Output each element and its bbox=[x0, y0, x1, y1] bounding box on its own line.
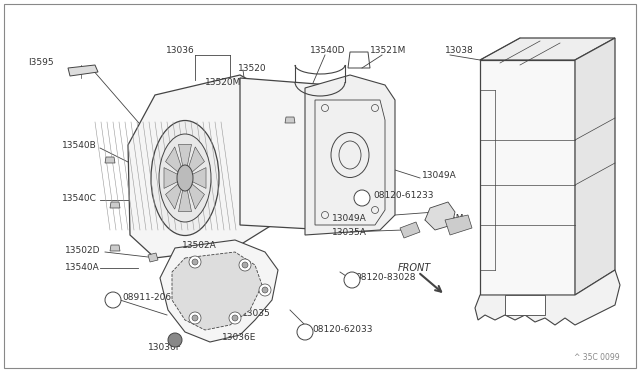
Polygon shape bbox=[445, 215, 472, 235]
Circle shape bbox=[189, 256, 201, 268]
Polygon shape bbox=[128, 75, 290, 258]
Text: 13035A: 13035A bbox=[332, 228, 367, 237]
Polygon shape bbox=[172, 252, 262, 330]
Polygon shape bbox=[240, 78, 348, 230]
Circle shape bbox=[262, 287, 268, 293]
Text: B: B bbox=[302, 329, 308, 335]
Text: 13520: 13520 bbox=[238, 64, 267, 73]
Polygon shape bbox=[575, 38, 615, 295]
Text: 13036E: 13036E bbox=[222, 333, 257, 341]
Text: N: N bbox=[110, 297, 116, 303]
Text: 13502A: 13502A bbox=[182, 241, 217, 250]
Text: 13049A: 13049A bbox=[332, 214, 367, 222]
Text: 13502D: 13502D bbox=[65, 246, 100, 254]
Polygon shape bbox=[400, 222, 420, 238]
Polygon shape bbox=[68, 65, 98, 76]
Polygon shape bbox=[160, 240, 278, 342]
Text: FRONT: FRONT bbox=[398, 263, 431, 273]
Circle shape bbox=[259, 284, 271, 296]
Polygon shape bbox=[191, 168, 206, 188]
Text: 13036: 13036 bbox=[166, 45, 195, 55]
Polygon shape bbox=[148, 253, 158, 262]
Circle shape bbox=[192, 259, 198, 265]
Ellipse shape bbox=[159, 134, 211, 222]
Ellipse shape bbox=[151, 121, 219, 235]
Polygon shape bbox=[305, 75, 395, 235]
Polygon shape bbox=[475, 270, 620, 325]
Text: 13520M: 13520M bbox=[205, 77, 241, 87]
Polygon shape bbox=[166, 183, 182, 209]
Polygon shape bbox=[425, 202, 455, 230]
Text: 13035: 13035 bbox=[242, 308, 271, 317]
Text: 08911-20637: 08911-20637 bbox=[122, 294, 182, 302]
Polygon shape bbox=[110, 245, 120, 251]
Text: ^ 35C 0099: ^ 35C 0099 bbox=[574, 353, 620, 362]
Polygon shape bbox=[179, 144, 191, 169]
Text: 13049A: 13049A bbox=[422, 170, 457, 180]
Text: 08120-61233: 08120-61233 bbox=[373, 190, 433, 199]
Circle shape bbox=[239, 259, 251, 271]
Polygon shape bbox=[188, 147, 204, 173]
Text: B: B bbox=[360, 195, 365, 201]
Text: 13540A: 13540A bbox=[65, 263, 100, 273]
Circle shape bbox=[229, 312, 241, 324]
Circle shape bbox=[354, 190, 370, 206]
Text: 13038: 13038 bbox=[445, 45, 474, 55]
Polygon shape bbox=[105, 157, 115, 163]
Polygon shape bbox=[164, 168, 179, 188]
Text: 13540C: 13540C bbox=[62, 193, 97, 202]
Circle shape bbox=[297, 324, 313, 340]
Polygon shape bbox=[285, 117, 295, 123]
Polygon shape bbox=[110, 202, 120, 208]
Circle shape bbox=[192, 315, 198, 321]
Circle shape bbox=[344, 272, 360, 288]
Text: 13521M: 13521M bbox=[370, 45, 406, 55]
Polygon shape bbox=[179, 187, 191, 212]
Circle shape bbox=[242, 262, 248, 268]
Polygon shape bbox=[480, 60, 575, 295]
Text: 08120-62033: 08120-62033 bbox=[312, 326, 372, 334]
Text: 13540B: 13540B bbox=[62, 141, 97, 150]
Text: I3595: I3595 bbox=[28, 58, 54, 67]
Polygon shape bbox=[480, 38, 615, 60]
Text: B: B bbox=[349, 277, 355, 283]
Circle shape bbox=[232, 315, 238, 321]
Text: 13036F: 13036F bbox=[148, 343, 182, 353]
Polygon shape bbox=[166, 147, 182, 173]
Text: 13035M: 13035M bbox=[428, 214, 465, 222]
Text: 13540D: 13540D bbox=[310, 45, 346, 55]
Circle shape bbox=[105, 292, 121, 308]
Circle shape bbox=[189, 312, 201, 324]
Polygon shape bbox=[188, 183, 204, 209]
Text: 08120-83028: 08120-83028 bbox=[355, 273, 415, 282]
Polygon shape bbox=[505, 295, 545, 315]
Ellipse shape bbox=[177, 165, 193, 191]
Circle shape bbox=[168, 333, 182, 347]
